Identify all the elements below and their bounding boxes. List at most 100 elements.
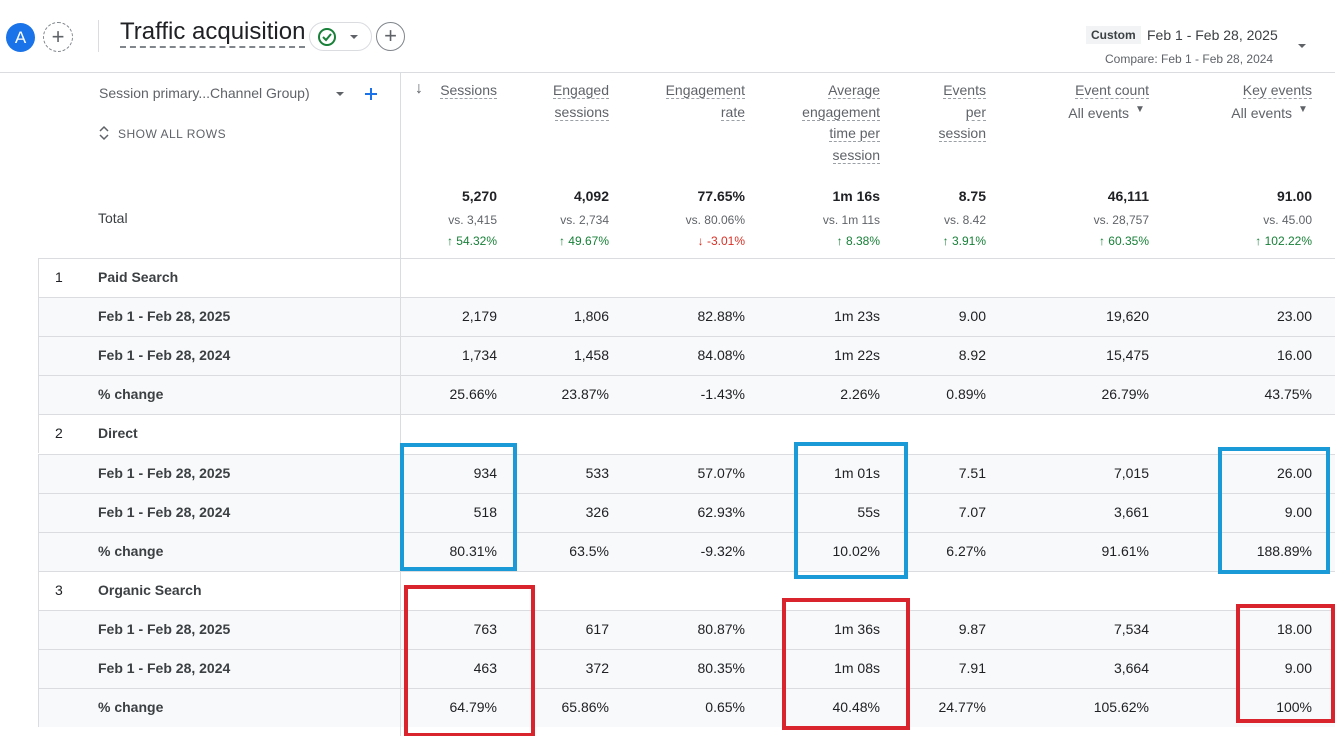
cell-value: 40.48% [832, 699, 880, 716]
date-range[interactable]: Feb 1 - Feb 28, 2025 [1147, 27, 1278, 43]
cell-value: 9.00 [1284, 660, 1312, 676]
cell-value: 6.27% [946, 542, 986, 559]
expand-icon [99, 125, 109, 141]
change-arrow: ↑ [558, 234, 569, 248]
total-change: ↑ 102.22% [1192, 234, 1312, 248]
cell-value: 533 [585, 464, 609, 481]
change-value: 3.91% [951, 234, 986, 248]
cell-value: 7,015 [1113, 464, 1149, 481]
top-bar [0, 0, 1335, 73]
total-change: ↑ 49.67% [489, 234, 609, 248]
row-label: Feb 1 - Feb 28, 2024 [98, 660, 231, 676]
data-row [38, 492, 1335, 532]
show-all-rows[interactable]: SHOW ALL ROWS [118, 127, 227, 141]
column-header[interactable]: Sessions [407, 80, 497, 102]
change-arrow: ↑ [836, 234, 846, 248]
cell-value: 0.89% [946, 386, 986, 403]
data-row [38, 688, 1335, 728]
avatar[interactable]: A [6, 23, 35, 52]
sort-icon: ↓ [415, 80, 423, 97]
cell-value: 80.31% [449, 542, 497, 559]
cell-value: 518 [473, 503, 497, 520]
total-label: Total [98, 210, 128, 226]
cell-value: 26.79% [1101, 386, 1149, 403]
cell-value: 80.87% [697, 620, 745, 637]
cell-value: -1.43% [700, 386, 745, 403]
column-header[interactable]: Engagement rate [645, 80, 745, 123]
cell-value: 617 [585, 620, 609, 637]
cell-value: 1m 23s [834, 308, 880, 325]
date-label: Custom [1086, 26, 1141, 44]
cell-value: 57.07% [697, 464, 745, 481]
column-header[interactable]: Engaged sessions [539, 80, 609, 123]
column-header[interactable]: Event count [1029, 80, 1149, 102]
row-label: Feb 1 - Feb 28, 2025 [98, 464, 231, 481]
cell-value: 1m 08s [834, 660, 880, 676]
cell-value: 18.00 [1276, 620, 1312, 637]
cell-value: 763 [473, 620, 497, 637]
highlight-box [1236, 604, 1335, 723]
metric-selector: All events [1068, 105, 1129, 121]
cell-value: 372 [585, 660, 609, 676]
total-value: 91.00 [1276, 188, 1312, 204]
cell-value: 8.92 [958, 347, 986, 364]
total-compare: vs. 3,415 [448, 213, 497, 227]
row-index: 2 [55, 425, 63, 442]
add-button[interactable]: + [376, 22, 405, 51]
cell-value: 3,661 [1113, 503, 1149, 520]
cell-value: 91.61% [1101, 542, 1149, 559]
total-compare: vs. 80.06% [685, 213, 745, 227]
metric-selector: All events [1231, 105, 1292, 121]
cell-value: 25.66% [449, 386, 497, 403]
cell-value: 0.65% [705, 699, 745, 716]
column-header[interactable]: Key events [1192, 80, 1312, 102]
compare-range: Compare: Feb 1 - Feb 28, 2024 [1105, 52, 1274, 66]
cell-value: 1,458 [573, 347, 609, 364]
data-row [38, 336, 1335, 376]
dropdown-icon: ▼ [1135, 104, 1145, 115]
row-index: 1 [55, 269, 63, 285]
status-icons [318, 28, 358, 46]
column-header[interactable]: Events per session [921, 80, 986, 145]
change-arrow: ↑ [1098, 234, 1109, 248]
date-dropdown[interactable] [1296, 40, 1308, 52]
column-label: Engaged sessions [552, 82, 609, 121]
column-label: Average engagement time per session [802, 82, 880, 164]
total-compare: vs. 1m 11s [822, 213, 880, 227]
status-pill[interactable] [309, 22, 372, 51]
group-row [38, 570, 1335, 610]
dropdown-icon: ▼ [1298, 104, 1308, 115]
highlight-box [400, 443, 517, 571]
cell-value: 64.79% [449, 699, 497, 716]
cell-value: -9.32% [700, 542, 745, 559]
cell-value: 1,734 [461, 347, 497, 364]
column-label: Events per session [938, 82, 986, 142]
cell-value: 10.02% [832, 542, 880, 559]
add-comparison[interactable]: + [43, 22, 73, 52]
cell-value: 24.77% [938, 699, 986, 716]
row-index: 3 [55, 581, 63, 598]
cell-value: 7,534 [1113, 620, 1149, 637]
cell-value: 80.35% [697, 660, 745, 676]
cell-value: 16.00 [1276, 347, 1312, 364]
total-value: 8.75 [958, 188, 986, 204]
row-label: Feb 1 - Feb 28, 2025 [98, 308, 231, 325]
total-change: ↑ 60.35% [1029, 234, 1149, 248]
dimension-icons[interactable] [334, 86, 384, 102]
dimension-selector[interactable]: Session primary...Channel Group) [99, 85, 310, 101]
row-label: % change [98, 542, 164, 559]
group-name: Paid Search [98, 269, 179, 285]
column-label: Engagement rate [665, 82, 745, 121]
total-change: ↑ 54.32% [377, 234, 497, 248]
cell-value: 1,806 [573, 308, 609, 325]
row-label: % change [98, 699, 164, 716]
data-row [38, 609, 1335, 649]
highlight-box [1218, 447, 1330, 574]
cell-value: 43.75% [1264, 386, 1312, 403]
cell-value: 3,664 [1113, 660, 1149, 676]
column-header[interactable]: Average engagement time per session [780, 80, 880, 166]
cell-value: 82.88% [697, 308, 745, 325]
data-row [38, 453, 1335, 493]
total-change: ↑ 3.91% [866, 234, 986, 248]
